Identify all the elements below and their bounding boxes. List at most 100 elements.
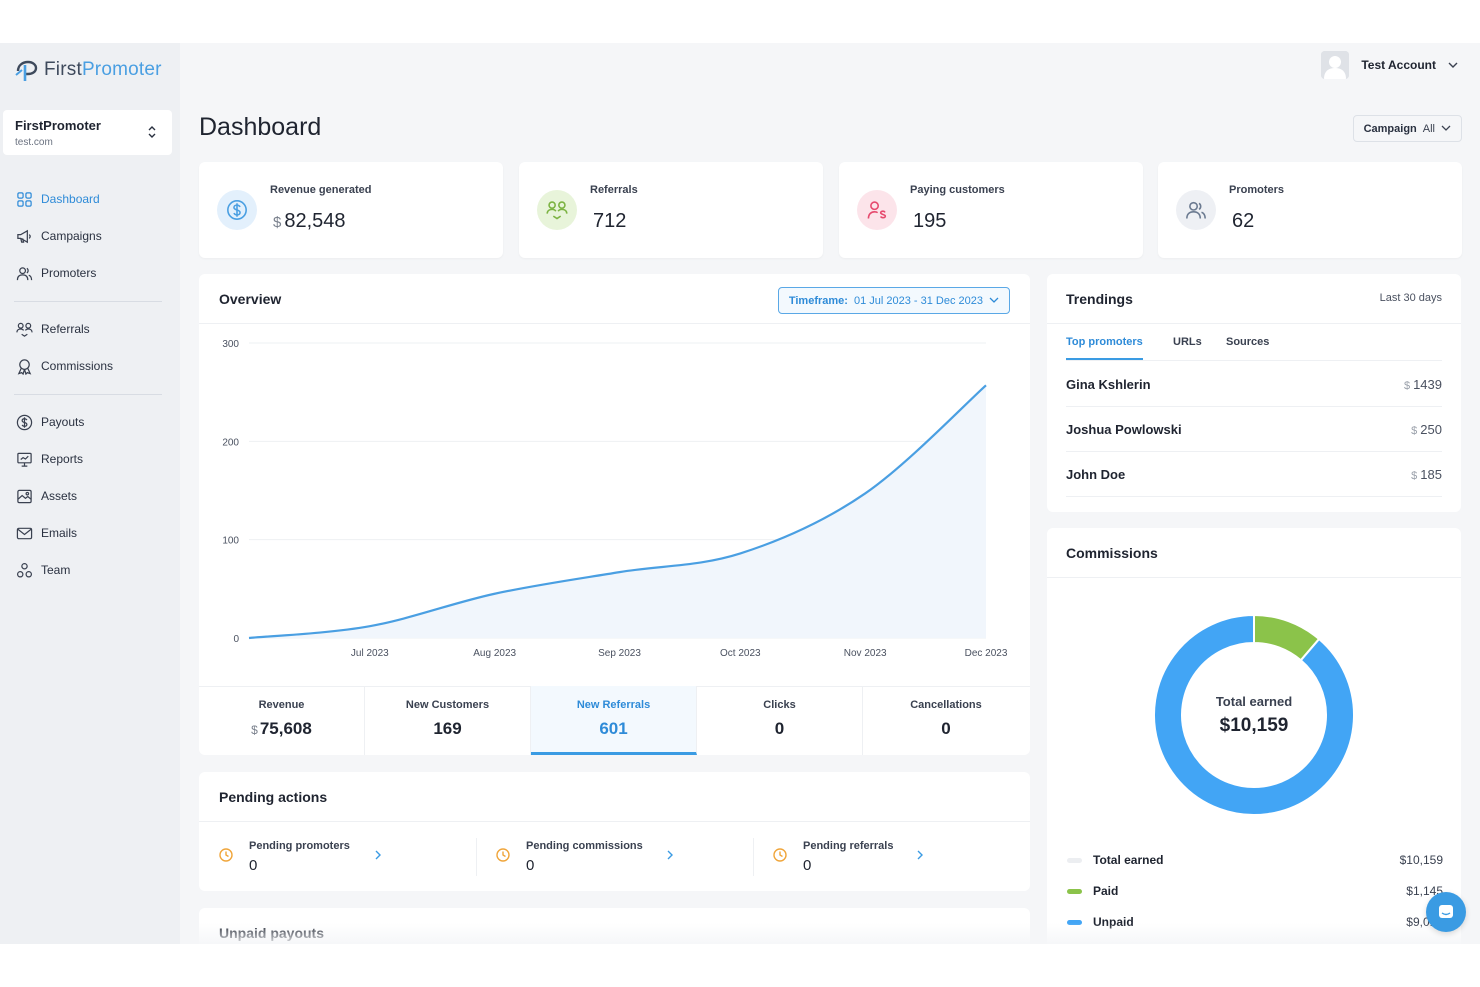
y-tick-label: 100 <box>222 536 239 547</box>
stat-value: 62 <box>1232 210 1254 233</box>
sidebar-item-payouts[interactable]: Payouts <box>16 411 166 433</box>
overview-card: Overview Timeframe: 01 Jul 2023 - 31 Dec… <box>199 274 1030 755</box>
promoter-amount-number: 185 <box>1420 466 1442 482</box>
stat-icon-wrap <box>537 190 577 230</box>
sidebar-item-campaigns[interactable]: Campaigns <box>16 225 166 247</box>
megaphone-icon <box>17 229 31 243</box>
donut-center-value: $10,159 <box>1219 714 1289 736</box>
trendings-period: Last 30 days <box>1379 292 1442 304</box>
avatar <box>1321 51 1350 79</box>
sidebar-item-emails[interactable]: Emails <box>16 522 166 544</box>
sidebar-item-team[interactable]: Team <box>16 559 166 581</box>
sidebar-item-dashboard[interactable]: Dashboard <box>16 188 166 210</box>
stat-card-revenue: Revenue generated $82,548 <box>199 162 503 258</box>
campaign-filter[interactable]: Campaign All <box>1352 115 1462 142</box>
clock-icon <box>773 848 787 862</box>
metric-tab-new-referrals[interactable]: New Referrals 601 <box>531 686 697 755</box>
series-line <box>248 384 987 640</box>
metric-tab-cancellations[interactable]: Cancellations 0 <box>863 686 1029 755</box>
referrals-icon <box>546 201 568 220</box>
divider <box>199 323 1030 324</box>
user-name: Test Account <box>1361 58 1436 72</box>
stat-label: Paying customers <box>910 184 1005 196</box>
pending-referrals-item[interactable]: Pending referrals 0 <box>753 830 1030 882</box>
stat-card-referrals: Referrals 712 <box>519 162 823 258</box>
promoter-amount: $1439 <box>1404 377 1442 392</box>
pending-actions-title: Pending actions <box>219 789 328 805</box>
sidebar-item-commissions[interactable]: Commissions <box>16 355 166 377</box>
pending-label: Pending referrals <box>803 840 894 852</box>
tab-urls[interactable]: URLs <box>1173 336 1202 348</box>
trendings-title: Trendings <box>1066 291 1133 307</box>
pending-value: 0 <box>249 857 258 874</box>
stat-value-number: 195 <box>913 210 947 232</box>
user-menu[interactable]: Test Account <box>1321 51 1458 79</box>
trending-row[interactable]: Gina Kshlerin $1439 <box>1066 362 1442 407</box>
sidebar-item-referrals[interactable]: Referrals <box>16 318 166 340</box>
commissions-card: Commissions Total earned $10,159 Total e… <box>1047 528 1461 944</box>
page-title: Dashboard <box>199 113 322 141</box>
currency-symbol: $ <box>251 723 258 737</box>
currency-symbol: $ <box>1403 379 1411 392</box>
metric-tab-revenue[interactable]: Revenue $75,608 <box>199 686 365 755</box>
legend-label: Paid <box>1093 884 1119 898</box>
divider <box>1047 323 1461 324</box>
promoter-name: John Doe <box>1066 466 1126 482</box>
donut-slice-unpaid <box>1153 614 1355 816</box>
stat-label: Revenue generated <box>270 184 372 196</box>
chevron-right-icon <box>375 850 381 860</box>
legend-label: Unpaid <box>1093 915 1134 929</box>
referrals-icon <box>16 322 33 337</box>
y-tick-label: 200 <box>222 437 239 448</box>
brand-logo[interactable]: FirstPromoter <box>14 55 162 85</box>
metric-tab-new-customers[interactable]: New Customers 169 <box>365 686 531 755</box>
metric-value-number: 75,608 <box>259 719 312 738</box>
sidebar-item-assets[interactable]: Assets <box>16 485 166 507</box>
logo-text-first: First <box>44 59 82 80</box>
mail-icon <box>16 527 33 539</box>
stat-value-number: 62 <box>1232 210 1255 232</box>
legend-swatch <box>1067 888 1082 894</box>
stat-label: Promoters <box>1229 184 1285 196</box>
promoter-name: Gina Kshlerin <box>1066 376 1151 392</box>
sidebar-item-label: Promoters <box>41 266 97 280</box>
divider <box>1066 360 1442 361</box>
legend-value: $10,159 <box>1399 853 1443 867</box>
trendings-card: Trendings Last 30 days Top promoters URL… <box>1047 274 1461 512</box>
pending-label: Pending commissions <box>526 840 643 852</box>
divider <box>753 838 754 876</box>
stat-value: 712 <box>593 210 626 233</box>
sidebar-item-reports[interactable]: Reports <box>16 448 166 470</box>
overview-title: Overview <box>219 291 282 307</box>
sidebar-item-label: Assets <box>41 489 78 503</box>
sidebar-divider <box>14 394 162 395</box>
metric-value: 601 <box>599 719 628 738</box>
legend-swatch <box>1067 857 1082 863</box>
tab-top-promoters[interactable]: Top promoters <box>1066 336 1143 360</box>
commissions-title: Commissions <box>1066 545 1158 561</box>
trending-row[interactable]: John Doe $185 <box>1066 452 1442 497</box>
metric-value: 0 <box>941 719 951 738</box>
sidebar-item-promoters[interactable]: Promoters <box>16 262 166 284</box>
users-icon <box>1186 201 1206 219</box>
campaign-filter-value: All <box>1422 122 1435 135</box>
metric-tab-clicks[interactable]: Clicks 0 <box>697 686 863 755</box>
clock-icon <box>219 848 233 862</box>
x-tick-label: Aug 2023 <box>473 648 516 659</box>
avatar-placeholder-icon <box>1321 51 1350 79</box>
sidebar-item-label: Payouts <box>41 415 85 429</box>
dollar-circle-icon <box>16 414 33 430</box>
timeframe-value: 01 Jul 2023 - 31 Dec 2023 <box>853 294 983 307</box>
trending-row[interactable]: Joshua Powlowski $250 <box>1066 407 1442 452</box>
x-tick-label: Dec 2023 <box>965 648 1008 659</box>
award-icon <box>17 358 32 375</box>
pending-commissions-item[interactable]: Pending commissions 0 <box>476 830 753 882</box>
paying-customer-icon <box>867 201 887 219</box>
tab-sources[interactable]: Sources <box>1226 336 1270 348</box>
chevron-down-icon <box>1441 125 1451 131</box>
account-switcher[interactable]: FirstPromoter test.com <box>3 110 172 155</box>
timeframe-picker[interactable]: Timeframe: 01 Jul 2023 - 31 Dec 2023 <box>777 287 1010 314</box>
currency-symbol: $ <box>1411 424 1418 437</box>
help-chat-button[interactable] <box>1426 892 1466 932</box>
pending-promoters-item[interactable]: Pending promoters 0 <box>199 830 476 882</box>
